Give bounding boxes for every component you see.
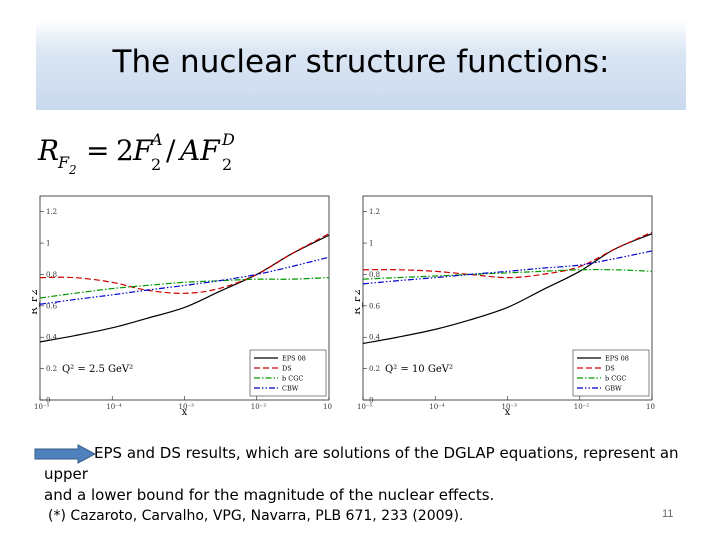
svg-text:D: D (221, 130, 235, 149)
chart-left: 0 0.2 0.4 0.6 0.8 1 1.2 10⁻⁵ 10⁻⁴ 10⁻³ 10⁻² 10⁻¹ x R_… (32, 190, 332, 415)
y-tick-label: 0.6 (369, 302, 381, 310)
x-tick-label: 10⁻¹ (323, 403, 332, 411)
legend-entry: CBW (282, 385, 299, 393)
y-tick-label: 0.2 (46, 365, 57, 373)
x-tick-label: 10⁻⁵ (34, 403, 50, 411)
right-arrow-icon (34, 444, 96, 464)
series-line-ds (362, 231, 653, 279)
svg-text:2: 2 (151, 155, 161, 174)
series-line-eps-08 (362, 233, 653, 345)
legend-entry: EPS 08 (605, 355, 629, 363)
svg-text:2: 2 (68, 163, 77, 177)
x-tick-label: 10⁻² (251, 403, 267, 411)
x-axis-label: x (505, 407, 511, 415)
note-line-1: EPS and DS results, which are solutions … (44, 444, 679, 483)
svg-text:/: / (166, 134, 176, 167)
legend-entry: DS (605, 365, 615, 373)
legend-entry: EPS 08 (282, 355, 306, 363)
svg-text:F: F (132, 134, 154, 167)
y-tick-label: 0.4 (369, 334, 381, 342)
series-line-cbw (39, 256, 330, 305)
q2-annotation: Q² = 10 GeV² (385, 364, 453, 375)
y-tick-label: 1 (46, 240, 50, 248)
conclusion-note: EPS and DS results, which are solutions … (44, 443, 714, 506)
y-tick-label: 0.8 (46, 271, 57, 279)
y-tick-label: 0 (46, 397, 50, 405)
x-tick-label: 10⁻⁴ (429, 403, 445, 411)
chart-left-svg: 0 0.2 0.4 0.6 0.8 1 1.2 10⁻⁵ 10⁻⁴ 10⁻³ 10⁻² 10⁻¹ x R_… (32, 195, 332, 415)
reference: (*) Cazaroto, Carvalho, VPG, Navarra, PL… (48, 508, 464, 524)
svg-text:A: A (149, 130, 163, 149)
x-tick-label: 10⁻² (574, 403, 590, 411)
y-tick-label: 0.2 (369, 365, 380, 373)
series-line-ds (39, 233, 330, 294)
slide-title: The nuclear structure functions: (112, 44, 610, 80)
y-tick-label: 0.8 (369, 271, 380, 279)
y-tick-label: 0 (369, 397, 373, 405)
x-tick-label: 10⁻¹ (646, 403, 655, 411)
x-tick-label: 10⁻⁴ (106, 403, 122, 411)
ratio-formula: R F 2 = 2 F A 2 / AF D 2 (37, 130, 235, 177)
svg-text:=: = (86, 134, 109, 167)
y-axis-label: R_F2 (355, 289, 363, 315)
y-tick-label: 1.2 (369, 208, 380, 216)
page-number: 11 (662, 508, 674, 520)
series-line-gbw (362, 250, 653, 285)
legend-entry: b CGC (282, 375, 303, 383)
y-tick-label: 1.2 (46, 208, 57, 216)
legend-entry: DS (282, 365, 292, 373)
y-axis-label: R_F2 (32, 289, 40, 315)
svg-text:R: R (37, 134, 59, 167)
svg-text:2: 2 (222, 155, 232, 174)
svg-text:AF: AF (177, 134, 221, 167)
note-line-2: and a lower bound for the magnitude of t… (44, 486, 495, 504)
x-tick-label: 10⁻³ (179, 403, 195, 411)
y-tick-label: 0.4 (46, 334, 58, 342)
q2-annotation: Q² = 2.5 GeV² (62, 364, 133, 375)
legend-entry: GBW (605, 385, 622, 393)
svg-text:2: 2 (116, 134, 134, 167)
series-line-eps-08 (39, 234, 330, 343)
y-tick-label: 0.6 (46, 302, 58, 310)
series-line-b-cgc (39, 277, 330, 299)
x-tick-label: 10⁻³ (502, 403, 518, 411)
chart-right-svg: 0 0.2 0.4 0.6 0.8 1 1.2 10⁻⁵ 10⁻⁴ 10⁻³ 10⁻² 10⁻¹ x R_… (355, 195, 655, 415)
svg-text:F: F (57, 153, 70, 172)
chart-right: 0 0.2 0.4 0.6 0.8 1 1.2 10⁻⁵ 10⁻⁴ 10⁻³ 10⁻² 10⁻¹ x R_… (355, 190, 655, 415)
title-band: The nuclear structure functions: (36, 20, 686, 110)
y-tick-label: 1 (369, 240, 373, 248)
x-axis-label: x (182, 407, 188, 415)
x-tick-label: 10⁻⁵ (357, 403, 373, 411)
legend-entry: b CGC (605, 375, 626, 383)
